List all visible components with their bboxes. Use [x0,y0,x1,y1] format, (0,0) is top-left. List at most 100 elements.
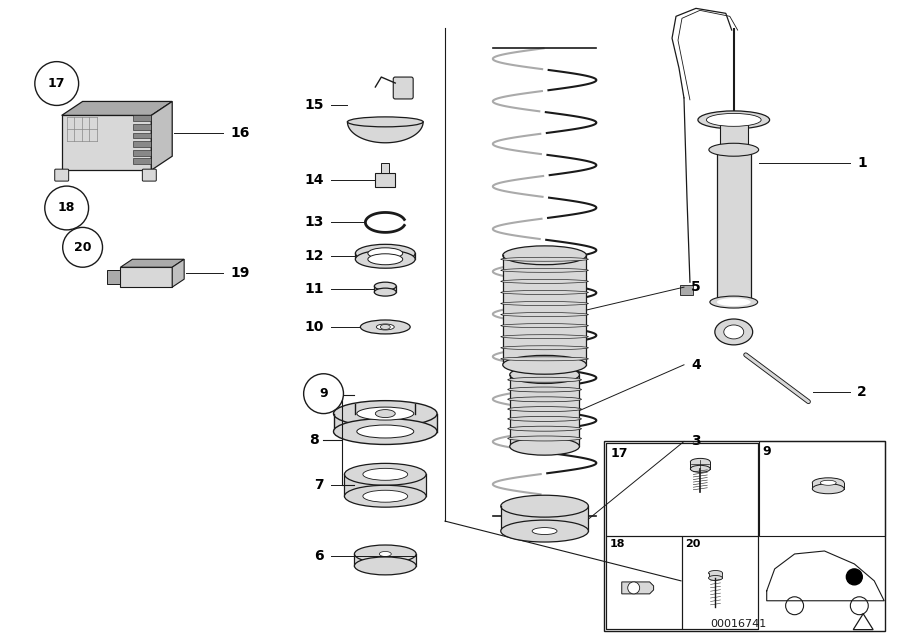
Ellipse shape [355,545,416,563]
Bar [133,158,151,164]
Circle shape [35,62,78,106]
Text: 11: 11 [304,282,324,296]
Text: 20: 20 [74,241,92,254]
Text: 16: 16 [230,126,249,140]
Polygon shape [151,101,172,170]
Ellipse shape [334,419,437,445]
Bar [355,554,416,566]
Bar [690,462,710,469]
Circle shape [846,569,862,585]
Bar [607,443,758,536]
Text: 9: 9 [320,387,328,400]
Bar [133,150,151,155]
Ellipse shape [715,319,752,345]
FancyBboxPatch shape [142,169,157,181]
Text: 5: 5 [691,280,701,294]
Ellipse shape [334,401,437,427]
Ellipse shape [508,426,581,431]
Ellipse shape [500,520,589,542]
Bar [716,151,751,302]
Bar [680,285,693,295]
Text: 18: 18 [58,201,76,215]
Ellipse shape [355,557,416,575]
Text: 8: 8 [309,433,319,447]
Ellipse shape [345,463,426,485]
Ellipse shape [508,377,581,382]
Ellipse shape [374,282,396,290]
Ellipse shape [345,485,426,507]
Ellipse shape [379,552,392,557]
Ellipse shape [708,575,723,580]
Ellipse shape [500,290,589,294]
Ellipse shape [381,324,391,329]
Bar [607,443,758,629]
Ellipse shape [509,366,580,383]
Ellipse shape [375,410,395,418]
Text: 9: 9 [762,445,771,459]
Bar [682,536,758,629]
Bar [121,268,172,287]
Ellipse shape [356,407,414,420]
Polygon shape [62,101,172,115]
Ellipse shape [706,113,761,126]
Ellipse shape [500,313,589,317]
Ellipse shape [500,268,589,272]
Ellipse shape [356,250,415,268]
Text: 17: 17 [48,77,66,90]
Bar [334,413,437,431]
Ellipse shape [508,397,581,402]
Bar [509,375,580,447]
Bar [720,120,748,148]
Ellipse shape [356,245,415,262]
Ellipse shape [508,436,581,441]
Ellipse shape [368,248,402,259]
Text: 10: 10 [304,320,324,334]
Ellipse shape [500,280,589,283]
Ellipse shape [532,527,557,534]
Circle shape [303,374,344,413]
Text: 7: 7 [314,478,324,492]
Circle shape [627,582,640,594]
Text: 4: 4 [691,358,701,372]
Bar [759,441,885,536]
Text: 00016741: 00016741 [711,619,767,629]
Ellipse shape [508,406,581,412]
Circle shape [63,227,103,268]
Ellipse shape [820,480,836,485]
Ellipse shape [508,387,581,392]
Ellipse shape [690,466,710,472]
Ellipse shape [509,438,580,455]
Bar [133,141,151,147]
Bar [382,162,390,173]
Polygon shape [347,122,423,143]
Ellipse shape [500,334,589,339]
Ellipse shape [710,296,758,308]
Bar [345,475,426,496]
Bar [708,573,723,578]
Ellipse shape [724,325,743,339]
Polygon shape [172,259,184,287]
Text: 2: 2 [857,385,867,399]
Bar [356,254,415,259]
Bar [500,506,589,531]
Bar [133,124,151,130]
Bar [374,286,396,292]
Ellipse shape [698,111,770,129]
Text: 1: 1 [857,155,867,169]
Ellipse shape [508,417,581,422]
Bar [607,536,682,629]
Text: 20: 20 [685,539,700,549]
Text: 3: 3 [691,434,700,448]
Text: 19: 19 [230,266,249,280]
Ellipse shape [500,346,589,350]
Ellipse shape [363,468,408,480]
Ellipse shape [360,320,410,334]
Ellipse shape [708,571,723,575]
Ellipse shape [356,425,414,438]
Ellipse shape [813,478,844,488]
Text: 14: 14 [304,173,324,187]
Ellipse shape [500,324,589,327]
Bar [375,173,395,187]
Polygon shape [121,259,184,268]
Bar [133,132,151,138]
